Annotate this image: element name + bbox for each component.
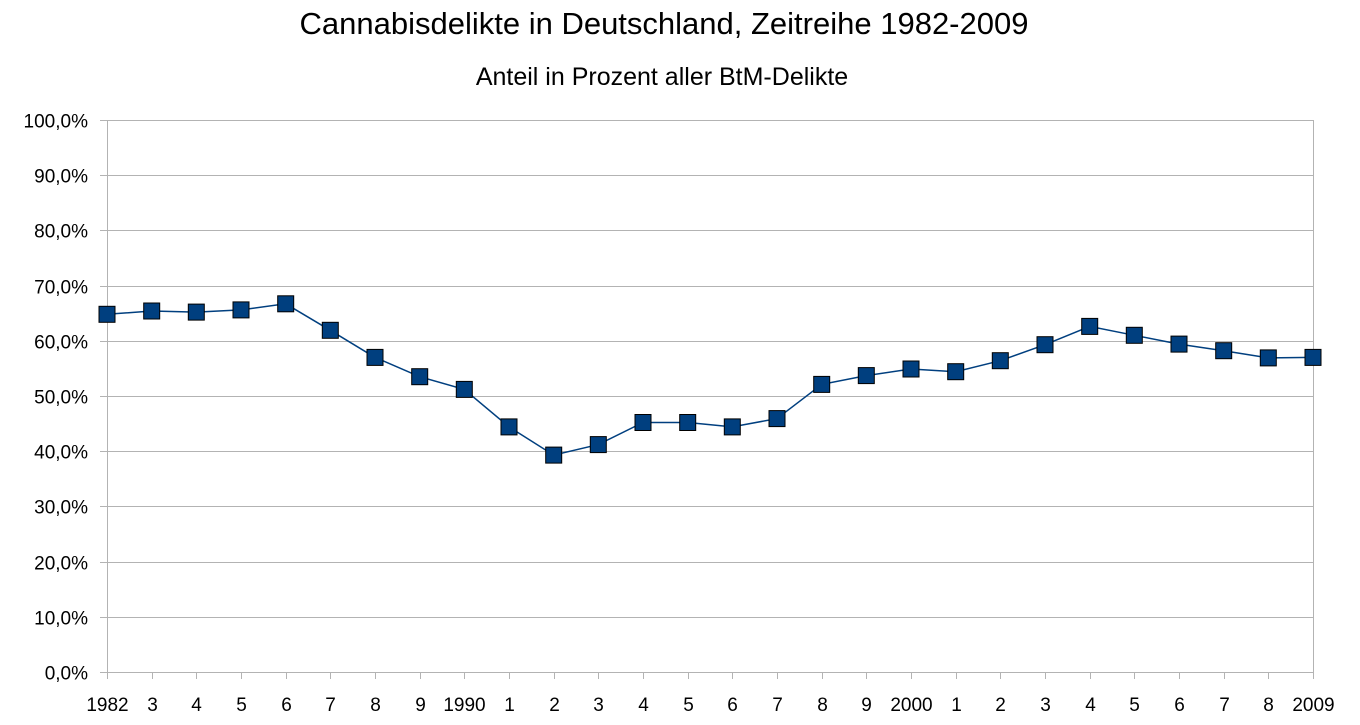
data-point-marker [1125,326,1143,344]
data-point-marker [545,446,563,464]
data-point-marker [589,436,607,454]
data-point-marker [679,414,697,431]
chart-title: Cannabisdelikte in Deutschland, Zeitreih… [299,6,1029,41]
x-tick-label: 6 [281,695,292,716]
x-tick-label: 4 [191,695,202,716]
x-tick-label: 7 [772,695,783,716]
x-tick-label: 1 [951,695,962,716]
x-tick-label: 2 [549,695,560,716]
y-tick-label: 10,0% [34,609,88,630]
y-tick-label: 0,0% [45,664,88,685]
data-point-marker [500,418,518,436]
data-point-marker [232,301,250,319]
x-tick-label: 9 [861,695,872,716]
y-tick-label: 80,0% [34,222,88,243]
chart-subtitle: Anteil in Prozent aller BtM-Delikte [475,63,849,91]
data-series [98,295,1322,464]
data-point-marker [1170,335,1188,353]
y-tick-label: 40,0% [34,443,88,464]
data-point-marker [1036,336,1054,354]
data-point-marker [991,352,1009,370]
data-point-marker [98,305,116,323]
x-tick-label: 7 [325,695,336,716]
y-tick-label: 70,0% [34,278,88,299]
x-tick-label: 7 [1219,695,1230,716]
data-point-marker [902,360,920,378]
x-tick-label: 2000 [890,695,932,716]
data-point-marker [723,418,741,436]
data-point-marker [857,367,875,385]
data-point-marker [1215,342,1233,360]
data-point-marker [366,348,384,366]
axes [100,120,1314,679]
x-tick-label: 1990 [443,695,485,716]
data-point-marker [813,375,831,393]
data-point-marker [947,363,965,381]
x-tick-label: 8 [370,695,381,716]
x-tick-label: 3 [147,695,158,716]
x-tick-label: 3 [593,695,604,716]
x-tick-label: 5 [1129,695,1140,716]
x-tick-label: 1982 [86,695,128,716]
x-tick-label: 1 [504,695,515,716]
data-point-marker [1259,349,1277,367]
data-point-marker [143,302,161,320]
y-tick-label: 100,0% [24,112,89,133]
y-tick-label: 20,0% [34,554,88,575]
x-tick-label: 4 [638,695,649,716]
x-tick-label: 6 [1174,695,1185,716]
data-point-marker [321,321,339,339]
x-tick-label: 9 [415,695,426,716]
data-point-marker [768,410,786,428]
y-tick-label: 60,0% [34,333,88,354]
x-tick-label: 8 [1263,695,1274,716]
y-tick-label: 30,0% [34,498,88,519]
gridlines [107,120,1313,618]
x-tick-label: 2009 [1292,695,1334,716]
x-tick-label: 2 [995,695,1006,716]
series-line [106,303,1314,456]
x-tick-label: 3 [1040,695,1051,716]
data-point-marker [411,368,429,386]
data-point-marker [1304,348,1322,366]
y-axis-tick-labels: 0,0% 10,0% 20,0% 30,0% 40,0% 50,0% 60,0% 70,0% 8… [24,112,89,685]
data-point-marker [634,414,652,431]
y-tick-label: 90,0% [34,167,88,188]
x-tick-label: 6 [727,695,738,716]
data-point-marker [455,380,473,398]
x-tick-label: 5 [683,695,694,716]
data-point-marker [277,295,295,313]
x-axis-tick-labels: 1982 3 4 5 6 7 8 9 1990 1 2 3 4 5 6 7 8 9 2000 1 2 3 4 5 6 7 8 2009 [86,695,1334,716]
data-point-marker [1081,317,1099,335]
x-tick-label: 8 [817,695,828,716]
x-tick-label: 5 [236,695,247,716]
x-tick-label: 4 [1085,695,1096,716]
data-point-marker [187,303,205,321]
y-tick-label: 50,0% [34,388,88,409]
